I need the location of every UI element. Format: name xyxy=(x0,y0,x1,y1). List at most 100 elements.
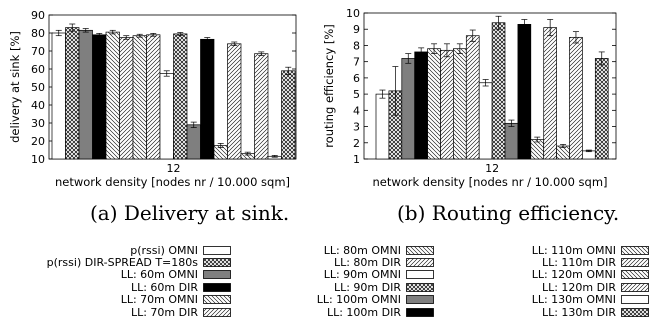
legend-swatch xyxy=(621,245,649,255)
legend-item-ll-80m-omni: LL: 80m OMNI xyxy=(247,243,434,257)
y-tick-label: 1 xyxy=(353,153,360,166)
bar-ll-100m-dir xyxy=(200,38,215,160)
bar-ll-100m-omni xyxy=(186,124,201,160)
legend-label: LL: 100m DIR xyxy=(326,305,401,319)
y-axis-label: routing efficiency [%] xyxy=(322,24,336,148)
legend-swatch xyxy=(621,282,649,292)
legend-item-ll-120m-dir: LL: 120m DIR xyxy=(453,280,649,294)
legend-label: LL: 90m DIR xyxy=(333,280,401,294)
y-tick-label: 3 xyxy=(353,121,360,134)
y-tick-label: 20 xyxy=(31,135,45,148)
legend-label: LL: 80m OMNI xyxy=(323,243,401,257)
bar-ll-90m-omni xyxy=(159,73,174,160)
y-tick-label: 70 xyxy=(31,45,45,58)
legend-label: LL: 70m OMNI xyxy=(120,293,198,307)
legend-item-ll-70m-omni: LL: 70m OMNI xyxy=(20,293,231,307)
bar-ll-60m-omni xyxy=(78,29,93,160)
bar-ll-90m-dir xyxy=(491,22,506,160)
legend-label: LL: 70m DIR xyxy=(130,305,198,319)
legend-item-ll-130m-omni: LL: 130m OMNI xyxy=(453,293,649,307)
legend-swatch xyxy=(406,295,434,305)
legend-swatch xyxy=(203,282,231,292)
legend-swatch xyxy=(406,307,434,317)
y-tick-label: 7 xyxy=(353,56,360,69)
legend-label: LL: 110m DIR xyxy=(541,256,616,270)
legend-item-ll-90m-dir: LL: 90m DIR xyxy=(247,280,434,294)
bar-ll-100m-omni xyxy=(504,122,519,160)
legend-item-ll-110m-dir: LL: 110m DIR xyxy=(453,256,649,270)
bar-ll-110m-dir xyxy=(227,43,242,160)
legend-item-ll-120m-omni: LL: 120m OMNI xyxy=(453,268,649,281)
legend-item-p-rssi-omni: p(rssi) OMNI xyxy=(20,243,231,257)
bar-ll-90m-dir xyxy=(173,33,188,160)
bar-ll-70m-omni xyxy=(105,31,120,160)
bar-ll-60m-omni xyxy=(401,58,416,160)
bar-ll-80m-omni xyxy=(453,48,467,160)
bar-ll-70m-dir xyxy=(119,37,134,160)
legend-label: LL: 130m OMNI xyxy=(531,293,616,307)
legend-label: LL: 110m OMNI xyxy=(531,243,616,257)
x-axis-label: network density [nodes nr / 10.000 sqm] xyxy=(55,175,290,189)
bar-ll-90m-omni xyxy=(478,82,493,160)
legend-column-2: LL: 80m OMNI LL: 80m DIR LL: 90m OMNI LL: 9… xyxy=(247,243,434,319)
y-tick-label: 10 xyxy=(346,7,360,20)
legend-swatch xyxy=(203,245,231,255)
legend-swatch xyxy=(406,270,434,280)
bar-ll-130m-dir xyxy=(594,58,609,160)
legend-swatch xyxy=(621,270,649,280)
bar-ll-60m-dir xyxy=(414,51,428,160)
legend-label: p(rssi) DIR-SPREAD T=180s xyxy=(46,256,198,270)
legend-item-ll-60m-omni: LL: 60m OMNI xyxy=(20,268,231,282)
bar-ll-110m-omni xyxy=(530,139,545,160)
legend-swatch xyxy=(621,258,649,267)
legend-swatch xyxy=(621,295,649,305)
legend-swatch xyxy=(621,307,649,317)
legend-swatch xyxy=(203,295,231,305)
y-tick-label: 4 xyxy=(353,104,360,117)
bar-ll-130m-omni xyxy=(582,150,596,160)
y-tick-label: 60 xyxy=(31,63,45,76)
y-tick-label: 9 xyxy=(353,23,360,36)
legend-item-ll-130m-dir: LL: 130m DIR xyxy=(453,306,649,319)
bar-ll-80m-omni xyxy=(132,35,147,160)
legend-item-p-rssi-dir-spread-t-180s: p(rssi) DIR-SPREAD T=180s xyxy=(20,256,231,270)
legend-item-ll-110m-omni: LL: 110m OMNI xyxy=(453,243,649,257)
legend-swatch xyxy=(406,282,434,292)
legend-item-ll-90m-omni: LL: 90m OMNI xyxy=(247,268,434,281)
legend-swatch xyxy=(406,258,434,267)
bar-p-rssi-dir-spread-t-180s xyxy=(65,27,80,160)
y-tick-label: 40 xyxy=(31,99,45,112)
legend-label: LL: 80m DIR xyxy=(333,256,401,270)
legend-item-ll-100m-dir: LL: 100m DIR xyxy=(247,305,434,319)
bar-ll-120m-dir xyxy=(254,53,269,160)
legend-column-3: LL: 110m OMNI LL: 110m DIR LL: 120m OMNI LL… xyxy=(453,243,649,319)
legend-label: LL: 100m OMNI xyxy=(316,293,401,307)
legend-swatch xyxy=(203,307,231,317)
bar-p-rssi-omni xyxy=(375,93,390,160)
legend-label: p(rssi) OMNI xyxy=(130,243,198,257)
x-tick-label: 12 xyxy=(485,162,499,175)
legend-label: LL: 60m DIR xyxy=(130,280,198,294)
bar-ll-130m-dir xyxy=(281,70,296,160)
bar-ll-80m-dir xyxy=(146,34,161,160)
bar-ll-80m-dir xyxy=(465,35,480,160)
bar-ll-110m-dir xyxy=(543,27,557,160)
x-tick-label: 12 xyxy=(167,162,181,175)
legend-label: LL: 120m DIR xyxy=(541,280,616,294)
legend-item-ll-70m-dir: LL: 70m DIR xyxy=(20,305,231,319)
y-tick-label: 5 xyxy=(353,88,360,101)
y-tick-label: 10 xyxy=(31,153,45,166)
legend-item-ll-80m-dir: LL: 80m DIR xyxy=(247,256,434,270)
y-tick-label: 50 xyxy=(31,81,45,94)
legend-column-1: p(rssi) OMNI p(rssi) DIR-SPREAD T=180s LL:… xyxy=(20,243,231,319)
y-tick-label: 8 xyxy=(353,39,360,52)
legend-label: LL: 60m OMNI xyxy=(120,268,198,282)
caption-delivery: (a) Delivery at sink. xyxy=(90,201,290,225)
caption-routing-efficiency: (b) Routing efficiency. xyxy=(397,201,620,225)
legend-swatch xyxy=(406,245,434,255)
bar-ll-70m-omni xyxy=(427,48,441,160)
bar-ll-120m-dir xyxy=(569,36,583,160)
